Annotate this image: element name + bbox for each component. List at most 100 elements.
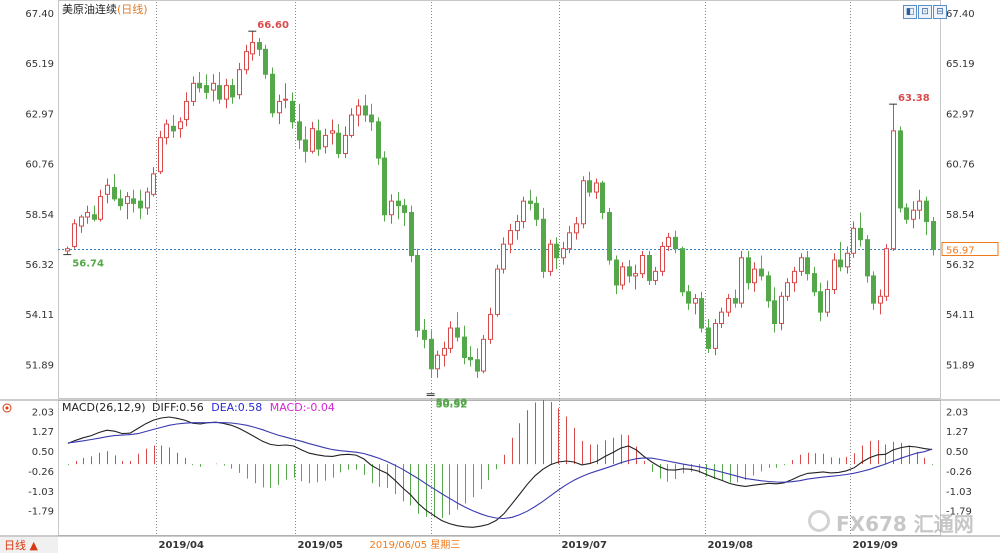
period-tag: (日线) [117, 2, 148, 16]
candle-body-up [521, 200, 526, 223]
candle-body-down [614, 259, 619, 286]
macd-name: MACD(26,12,9) [62, 401, 146, 414]
candle-body-down [138, 200, 143, 209]
extreme-label: 50.60 [436, 398, 468, 409]
indicator-settings-icon-dot [5, 406, 9, 410]
price-tick-left: 65.19 [25, 59, 54, 70]
candle-body-down [706, 327, 711, 349]
candle-body-up [561, 248, 566, 259]
candle-body-down [680, 248, 685, 293]
candle-body-down [904, 207, 909, 220]
candle-body-down [647, 255, 652, 281]
candle-body-up [211, 82, 216, 91]
candle-body-down [455, 327, 460, 338]
candle-body-up [488, 313, 493, 340]
extreme-label: 63.38 [898, 93, 930, 104]
candle-body-up [726, 298, 731, 313]
date-tick: 2019/07 [562, 540, 607, 551]
symbol-name: 美原油连续 [62, 2, 117, 16]
current-price-box [941, 242, 999, 256]
price-axis: 67.40 67.40 65.19 65.19 62.97 62.97 60.76 60.76… [25, 9, 999, 372]
toolbar-button-3[interactable]: ⊟ [933, 5, 947, 19]
date-tick: 2019/04 [159, 540, 204, 551]
macd-tick-right: 1.27 [946, 427, 968, 438]
candle-body-down [303, 139, 308, 152]
macd-tick-left: 0.50 [32, 447, 54, 458]
candle-body-down [838, 259, 843, 268]
candle-body-up [158, 137, 163, 173]
date-tick: 2019/08 [708, 540, 753, 551]
candle-body-up [799, 257, 804, 272]
price-tick-left: 51.89 [25, 361, 54, 372]
indicator-settings-icon[interactable] [2, 403, 12, 413]
candle-body-up [620, 266, 625, 286]
candle-body-down [131, 198, 136, 204]
extreme-label: 66.60 [257, 20, 289, 31]
candle-body-down [924, 200, 929, 223]
price-tick-left: 54.11 [25, 310, 54, 321]
candle-body-up [65, 248, 70, 252]
candle-body-down [931, 221, 936, 250]
macd-histogram [68, 399, 933, 518]
macd-tick-left: 1.27 [32, 427, 54, 438]
candle-body-down [197, 82, 202, 89]
candle-body-up [151, 173, 156, 195]
candle-body-down [673, 236, 678, 250]
candle-body-up [125, 196, 130, 204]
candle-body-up [574, 223, 579, 234]
macd-value: MACD:-0.04 [270, 401, 335, 414]
macd-tick-left: -1.03 [28, 487, 54, 498]
chart-title: 美原油连续(日线) [62, 2, 148, 16]
candle-body-up [448, 327, 453, 349]
candle-body-down [607, 211, 612, 261]
candle-body-up [739, 257, 744, 304]
candle-body-down [270, 73, 275, 114]
candle-body-down [733, 298, 738, 304]
macd-tick-left: 2.03 [32, 408, 54, 419]
candle-body-down [759, 268, 764, 277]
candle-body-down [468, 356, 473, 361]
candle-body-up [356, 105, 361, 116]
candle-body-up [330, 130, 335, 134]
candle-body-down [316, 130, 321, 150]
candle-body-down [290, 100, 295, 123]
price-tick-right: 67.40 [946, 9, 975, 20]
period-tab[interactable]: 日线 ▲ [0, 536, 58, 553]
candle-body-down [382, 157, 387, 216]
diff-value: DIFF:0.56 [152, 401, 204, 414]
current-price-label: 56.97 [946, 246, 975, 257]
candle-body-up [481, 338, 486, 372]
price-tick-right: 60.76 [946, 160, 975, 171]
candle-body-up [594, 182, 599, 193]
watermark-logo-icon [808, 510, 830, 532]
candle-body-up [515, 221, 520, 232]
candle-body-up [85, 211, 90, 218]
candle-body-up [277, 100, 282, 114]
candle-body-down [462, 336, 467, 358]
extreme-label: 56.74 [72, 259, 104, 270]
candle-body-up [792, 270, 797, 284]
candle-body-up [72, 223, 77, 247]
candle-body-up [442, 347, 447, 356]
macd-tick-left: -0.26 [28, 467, 54, 478]
candle-body-down [865, 239, 870, 277]
candle-body-up [310, 128, 315, 152]
price-tick-right: 58.54 [946, 210, 975, 221]
candle-body-up [633, 273, 638, 277]
date-tick: 2019/05 [298, 540, 343, 551]
candle-body-down [812, 273, 817, 293]
macd-axis: 2.03 2.03 1.27 1.27 0.50 0.50 -0.26 -0.26 -1.03 -… [28, 408, 972, 518]
candle-body-down [363, 105, 368, 116]
macd-tick-right: -1.03 [946, 487, 972, 498]
candle-body-up [825, 289, 830, 313]
candle-body-down [805, 257, 810, 275]
candle-body-up [435, 354, 440, 370]
candle-body-down [409, 211, 414, 257]
toolbar-button-1[interactable]: ◧ [903, 5, 917, 19]
month-gridlines [156, 2, 851, 535]
toolbar-button-2[interactable]: ⊡ [918, 5, 932, 19]
candle-body-up [323, 134, 328, 148]
candle-body-up [244, 51, 249, 71]
